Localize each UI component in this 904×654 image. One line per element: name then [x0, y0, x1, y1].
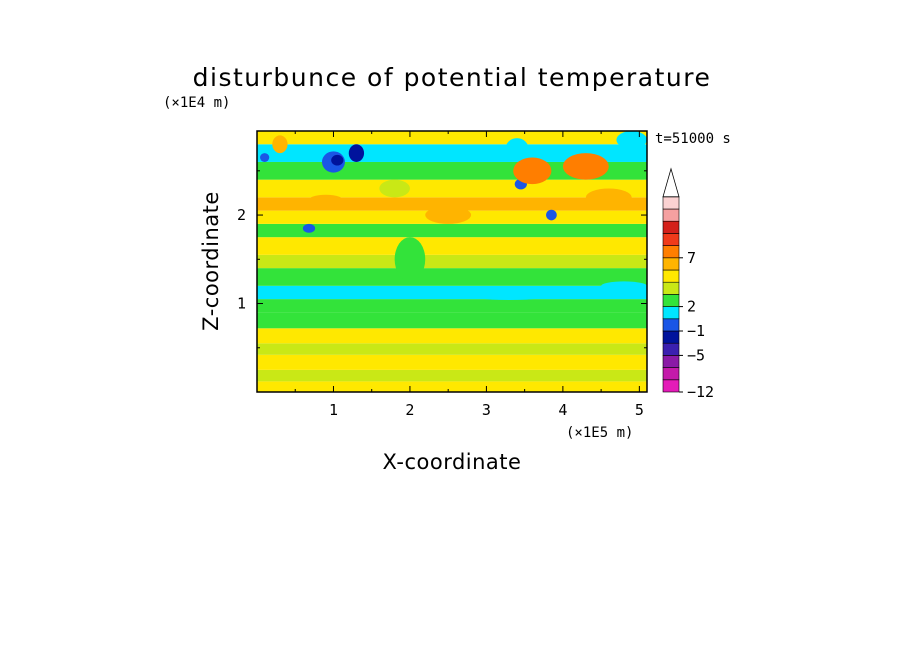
heatmap-band: [257, 254, 647, 269]
colorbar-swatch: [662, 220, 680, 234]
heatmap-band: [257, 354, 647, 370]
colorbar-swatch: [662, 342, 680, 356]
heatmap-cell: [348, 144, 365, 162]
x-unit-label: (×1E5 m): [566, 425, 633, 441]
colorbar-label: −12: [687, 383, 714, 401]
heatmap-cell: [463, 289, 556, 300]
y-tick-label: 1: [237, 295, 246, 313]
heatmap-band: [257, 197, 647, 211]
colorbar-label: −5: [687, 346, 705, 364]
heatmap-band: [257, 179, 647, 198]
colorbar-swatch: [662, 367, 680, 381]
colorbar-swatch: [662, 330, 680, 344]
colorbar-swatch: [662, 245, 680, 259]
colorbar-swatch: [662, 196, 680, 210]
heatmap-cell: [601, 281, 647, 291]
y-unit-label: (×1E4 m): [163, 95, 230, 111]
x-axis-label: X-coordinate: [383, 450, 522, 474]
heatmap-band: [257, 343, 647, 355]
heatmap-cell: [505, 138, 529, 160]
heatmap-cell: [260, 153, 270, 162]
colorbar-label: 2: [687, 298, 696, 316]
colorbar-swatch: [662, 208, 680, 222]
colorbar-swatch: [662, 294, 680, 307]
heatmap-band: [257, 237, 647, 255]
heatmap-band: [257, 381, 647, 392]
x-tick-label: 5: [635, 401, 644, 419]
heatmap-cell: [585, 188, 632, 207]
heatmap-cell: [616, 131, 647, 149]
heatmap-cell: [331, 154, 344, 166]
colorbar-swatch: [662, 306, 680, 320]
colorbar-swatch: [662, 269, 680, 283]
colorbar-label: −1: [687, 322, 705, 340]
heatmap-band: [257, 131, 647, 145]
colorbar-swatch: [662, 318, 680, 332]
time-annotation: t=51000 s: [655, 131, 731, 147]
y-axis-label: Z-coordinate: [199, 191, 223, 331]
plot-frame: [256, 130, 648, 393]
colorbar-swatch: [662, 355, 680, 368]
heatmap-band: [257, 312, 647, 329]
colorbar-swatch: [662, 281, 680, 295]
x-tick-label: 2: [405, 401, 414, 419]
colorbar-swatch: [662, 233, 680, 246]
heatmap-cell: [394, 237, 426, 282]
heatmap-cell: [562, 153, 609, 180]
x-tick-label: 1: [329, 401, 338, 419]
heatmap-cell: [425, 206, 472, 224]
colorbar: 7 2 −1 −5 −12: [662, 167, 714, 401]
heatmap-cell: [272, 135, 288, 154]
heatmap-cell: [513, 157, 552, 185]
heatmap-band: [257, 299, 647, 313]
axis-ticks: 1 2 3 4 5 1 2: [237, 131, 647, 419]
heatmap-cell: [302, 223, 316, 233]
colorbar-label: 7: [687, 249, 696, 267]
plot-area: [257, 131, 647, 392]
colorbar-swatch: [662, 379, 680, 393]
x-tick-label: 3: [482, 401, 491, 419]
heatmap-cell: [546, 209, 557, 221]
heatmap-cell: [379, 179, 410, 198]
colorbar-extend-arrow: [662, 167, 680, 198]
heatmap-cell: [306, 194, 345, 209]
y-tick-label: 2: [237, 206, 246, 224]
heatmap-cell: [264, 285, 326, 295]
heatmap-band: [257, 268, 647, 286]
heatmap-band: [257, 328, 647, 344]
x-tick-label: 4: [558, 401, 567, 419]
heatmap-band: [257, 369, 647, 382]
heatmap-band: [257, 223, 647, 238]
chart-title: disturbunce of potential temperature: [193, 63, 712, 92]
colorbar-swatch: [662, 257, 680, 271]
